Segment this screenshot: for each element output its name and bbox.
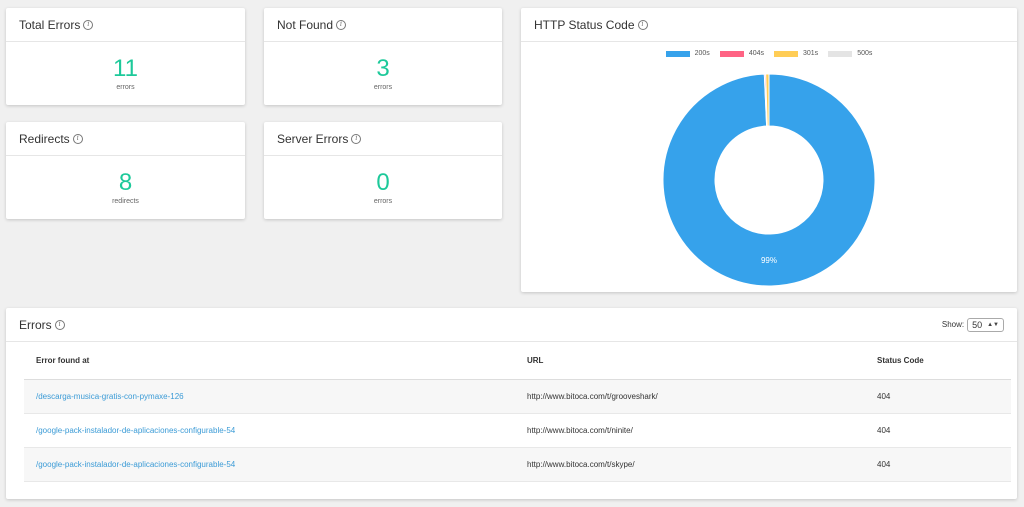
info-icon[interactable]: i xyxy=(72,133,83,144)
stat-value: 8 xyxy=(118,169,133,196)
card-title: Not Found xyxy=(277,17,334,32)
card-title: Redirects xyxy=(19,131,70,146)
stat-unit: redirects xyxy=(112,198,139,205)
select-arrows-icon: ▲▼ xyxy=(987,321,999,328)
card-title: Server Errors xyxy=(277,131,349,146)
column-header-error-found-at[interactable]: Error found at xyxy=(24,342,515,380)
table-row: /google-pack-instalador-de-aplicaciones-… xyxy=(24,447,1011,482)
error-url: http://www.bitoca.com/t/ninite/ xyxy=(515,413,865,448)
slice-percent-label: 99% xyxy=(761,256,777,265)
legend-label: 301s xyxy=(803,50,819,57)
errors-table: Error found at URL Status Code /descarga… xyxy=(24,342,1011,482)
card-header: Redirects i xyxy=(6,122,245,156)
info-icon[interactable]: i xyxy=(336,19,347,30)
card-header: Server Errors i xyxy=(264,122,502,156)
error-status: 404 xyxy=(865,447,1011,482)
slice-301s[interactable] xyxy=(765,73,770,127)
legend-item-500s[interactable]: 500s xyxy=(828,50,872,57)
info-icon[interactable]: i xyxy=(351,133,362,144)
legend-label: 200s xyxy=(694,50,710,57)
page-size-control: Show: 50 ▲▼ xyxy=(941,317,1004,332)
card-title: HTTP Status Code xyxy=(534,17,635,32)
card-header: HTTP Status Code i xyxy=(521,8,1017,42)
card-header: Total Errors i xyxy=(6,8,245,42)
stat-value: 11 xyxy=(113,55,138,82)
error-url: http://www.bitoca.com/t/grooveshark/ xyxy=(515,379,865,414)
column-header-status-code[interactable]: Status Code xyxy=(865,342,1011,380)
stat-unit: errors xyxy=(116,84,135,91)
info-icon[interactable]: i xyxy=(83,19,94,30)
stat-card-server-errors: Server Errors i 0 errors xyxy=(264,122,502,219)
legend-label: 404s xyxy=(748,50,764,57)
error-status: 404 xyxy=(865,379,1011,414)
stat-unit: errors xyxy=(373,84,393,91)
errors-table-card: Errors i Show: 50 ▲▼ Error found at URL … xyxy=(6,308,1017,499)
doughnut-chart: 99% xyxy=(662,73,876,286)
legend-swatch xyxy=(719,50,744,57)
info-icon[interactable]: i xyxy=(54,319,65,330)
legend-swatch xyxy=(665,50,690,57)
show-label: Show: xyxy=(941,320,965,329)
card-title: Total Errors xyxy=(19,17,81,32)
error-path-link[interactable]: /google-pack-instalador-de-aplicaciones-… xyxy=(36,459,236,469)
slice-200s[interactable] xyxy=(662,73,876,286)
card-title: Errors xyxy=(19,317,52,332)
chart-legend: 200s 404s 301s 500s xyxy=(521,50,1017,57)
legend-item-404s[interactable]: 404s xyxy=(719,50,764,57)
stat-unit: errors xyxy=(373,198,393,205)
http-status-chart-card: HTTP Status Code i 200s 404s 301s 500s 99% xyxy=(521,8,1017,292)
legend-swatch xyxy=(828,50,853,57)
table-header-row: Error found at URL Status Code xyxy=(24,342,1011,380)
stat-card-not-found: Not Found i 3 errors xyxy=(264,8,502,105)
stat-value: 0 xyxy=(376,169,390,196)
error-path-link[interactable]: /descarga-musica-gratis-con-pymaxe-126 xyxy=(36,391,184,401)
stat-card-redirects: Redirects i 8 redirects xyxy=(6,122,245,219)
stat-value: 3 xyxy=(376,55,390,82)
page-size-value: 50 xyxy=(972,319,983,330)
card-header: Errors i Show: 50 ▲▼ xyxy=(6,308,1017,342)
error-path-link[interactable]: /google-pack-instalador-de-aplicaciones-… xyxy=(36,425,236,435)
card-header: Not Found i xyxy=(264,8,502,42)
legend-item-200s[interactable]: 200s xyxy=(665,50,710,57)
error-url: http://www.bitoca.com/t/skype/ xyxy=(515,447,865,482)
legend-swatch xyxy=(774,50,798,57)
column-header-url[interactable]: URL xyxy=(515,342,865,380)
legend-item-301s[interactable]: 301s xyxy=(774,50,818,57)
table-row: /descarga-musica-gratis-con-pymaxe-126 h… xyxy=(24,379,1011,414)
error-status: 404 xyxy=(865,413,1011,448)
table-row: /google-pack-instalador-de-aplicaciones-… xyxy=(24,413,1011,448)
legend-label: 500s xyxy=(857,50,873,57)
info-icon[interactable]: i xyxy=(637,19,648,30)
page-size-select[interactable]: 50 ▲▼ xyxy=(967,317,1004,332)
stat-card-total-errors: Total Errors i 11 errors xyxy=(6,8,245,105)
